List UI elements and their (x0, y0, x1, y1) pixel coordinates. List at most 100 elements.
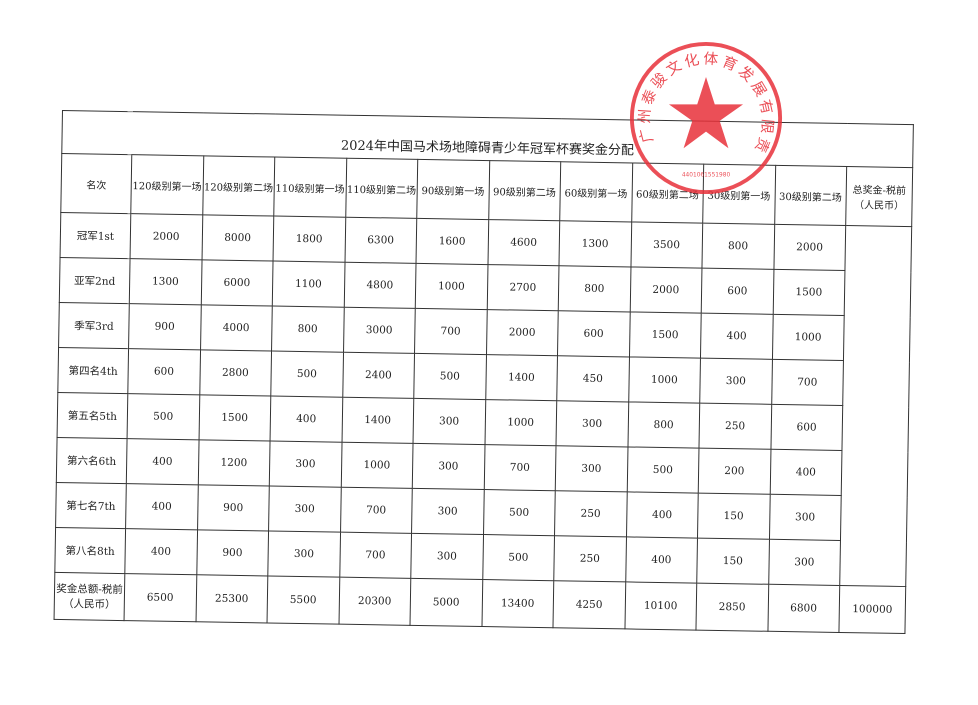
prize-cell: 300 (556, 400, 629, 447)
rank-cell: 第五名5th (57, 392, 128, 439)
header-cell: 总奖金-税前（人民币） (845, 166, 913, 227)
prize-cell: 2000 (130, 213, 203, 260)
merged-empty-cell (839, 225, 912, 587)
prize-cell: 1200 (197, 439, 271, 486)
total-cell: 6500 (124, 573, 197, 622)
prize-cell: 1000 (415, 263, 488, 310)
prize-cell: 600 (127, 348, 201, 395)
prize-cell: 500 (270, 351, 344, 398)
total-cell: 13400 (481, 579, 554, 628)
header-cell: 110级别第二场 (345, 158, 418, 219)
prize-cell: 250 (553, 535, 626, 582)
prize-cell: 1000 (628, 356, 701, 404)
prize-distribution-table: 2024年中国马术场地障碍青少年冠军杯赛奖金分配 名次 120级别第一场 120级别… (54, 110, 914, 634)
prize-cell: 6000 (200, 259, 274, 307)
prize-cell: 900 (197, 484, 270, 531)
prize-cell: 300 (269, 440, 342, 488)
rank-cell: 第六名6th (56, 437, 128, 484)
prize-cell: 4600 (487, 219, 560, 266)
prize-cell: 500 (413, 353, 487, 400)
prize-cell: 3500 (630, 221, 703, 269)
prize-cell: 400 (270, 396, 343, 443)
prize-cell: 1400 (485, 354, 558, 401)
prize-cell: 2400 (342, 352, 415, 399)
total-cell: 25300 (195, 574, 268, 623)
company-seal-stamp: 广州泰骏文化体育发展有限责任公司 4401061551980 (628, 40, 783, 195)
prize-cell: 700 (483, 444, 557, 491)
prize-cell: 150 (696, 538, 769, 585)
prize-cell: 1400 (341, 397, 414, 444)
rank-cell: 第七名7th (55, 482, 127, 529)
prize-cell: 400 (625, 491, 699, 539)
prize-cell: 600 (557, 310, 630, 357)
header-cell: 120级别第二场 (202, 155, 275, 217)
prize-cell: 300 (267, 530, 341, 578)
total-cell: 5500 (267, 575, 340, 625)
total-cell: 2850 (695, 583, 769, 632)
prize-cell: 200 (698, 448, 771, 495)
header-cell: 30级别第二场 (774, 165, 847, 226)
rank-cell: 冠军1st (60, 212, 131, 259)
total-cell: 10100 (624, 581, 697, 631)
header-rank: 名次 (60, 153, 132, 214)
prize-cell: 2000 (773, 224, 846, 271)
total-cell: 4250 (552, 580, 626, 629)
prize-cell: 900 (128, 303, 201, 350)
prize-cell: 1500 (772, 269, 845, 316)
prize-cell: 1000 (484, 399, 557, 446)
prize-cell: 600 (701, 268, 774, 315)
prize-cell: 300 (410, 533, 484, 580)
total-cell: 5000 (410, 578, 483, 627)
prize-cell: 4800 (343, 262, 417, 309)
prize-cell: 400 (125, 483, 198, 530)
prize-cell: 800 (271, 306, 344, 353)
prize-cell: 1500 (628, 311, 702, 359)
header-cell: 110级别第一场 (273, 157, 347, 218)
prize-cell: 2700 (486, 264, 559, 311)
prize-cell: 300 (768, 539, 841, 586)
rank-cell: 第四名4th (57, 347, 129, 394)
prize-cell: 300 (411, 488, 484, 535)
prize-cell: 600 (770, 404, 843, 451)
rank-cell: 季军3rd (58, 302, 130, 349)
prize-cell: 500 (482, 534, 555, 581)
prize-cell: 3000 (343, 307, 416, 354)
rank-cell: 亚军2nd (59, 257, 131, 304)
grand-total: 100000 (838, 585, 906, 634)
prize-cell: 400 (769, 449, 842, 496)
prize-cell: 500 (626, 446, 699, 494)
prize-cell: 1800 (273, 216, 346, 263)
prize-cell: 8000 (201, 214, 274, 262)
prize-cell: 1600 (416, 218, 489, 265)
prize-cell: 300 (412, 443, 485, 490)
prize-cell: 400 (124, 528, 198, 575)
prize-cell: 700 (339, 532, 412, 579)
prize-cell: 800 (627, 401, 700, 449)
prize-cell: 6300 (344, 217, 417, 264)
prize-cell: 1000 (771, 314, 845, 361)
total-cell: 20300 (338, 577, 411, 626)
header-cell: 60级别第一场 (559, 161, 633, 222)
rank-cell: 第八名8th (54, 527, 126, 574)
prize-cell: 300 (413, 398, 486, 445)
prize-cell: 1300 (129, 258, 202, 305)
prize-cell: 1100 (272, 261, 345, 308)
prize-cell: 2000 (629, 266, 702, 314)
totals-label: 奖金总额-税前（人民币） (54, 572, 125, 621)
prize-cell: 500 (483, 489, 556, 536)
prize-cell: 250 (698, 403, 772, 450)
star-icon (668, 77, 744, 149)
prize-cell: 450 (556, 355, 629, 402)
header-cell: 120级别第一场 (130, 154, 204, 215)
prize-cell: 700 (771, 359, 844, 406)
prize-cell: 300 (268, 485, 341, 533)
prize-cell: 4000 (200, 304, 273, 352)
prize-cell: 700 (340, 487, 413, 534)
prize-table-document: 2024年中国马术场地障碍青少年冠军杯赛奖金分配 名次 120级别第一场 120级别… (54, 110, 914, 634)
prize-cell: 300 (699, 358, 772, 405)
prize-cell: 400 (126, 438, 199, 485)
prize-cell: 300 (768, 494, 842, 541)
prize-cell: 1000 (340, 442, 414, 489)
prize-cell: 900 (196, 529, 269, 576)
prize-cell: 300 (555, 445, 628, 492)
